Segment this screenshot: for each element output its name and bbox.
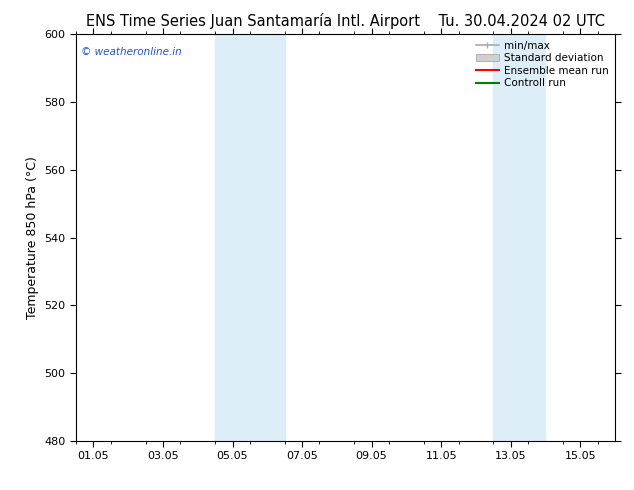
Title: ENS Time Series Juan Santamaría Intl. Airport    Tu. 30.04.2024 02 UTC: ENS Time Series Juan Santamaría Intl. Ai… [86, 13, 605, 29]
Legend: min/max, Standard deviation, Ensemble mean run, Controll run: min/max, Standard deviation, Ensemble me… [472, 36, 613, 93]
Bar [215, 34, 285, 441]
Bar [493, 34, 545, 441]
Text: © weatheronline.in: © weatheronline.in [81, 47, 182, 56]
Y-axis label: Temperature 850 hPa (°C): Temperature 850 hPa (°C) [26, 156, 39, 319]
